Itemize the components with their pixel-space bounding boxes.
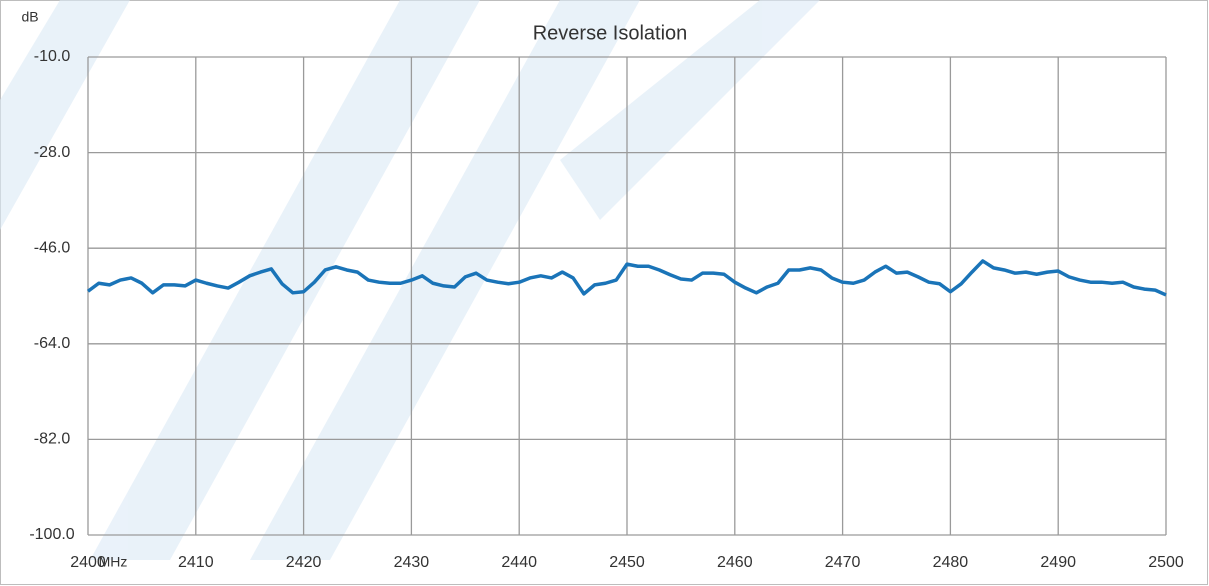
y-tick-label: -82.0 (34, 431, 71, 448)
x-tick-label: 2460 (717, 554, 753, 571)
y-tick-label: -46.0 (34, 239, 71, 256)
x-tick-label: 2470 (825, 554, 861, 571)
chart: Reverse Isolation dB MHz -100.0-82.0-64.… (0, 0, 1209, 586)
y-tick-label: -28.0 (34, 144, 71, 161)
x-tick-label: 2450 (609, 554, 645, 571)
x-tick-label: 2420 (286, 554, 322, 571)
x-tick-label: 2480 (933, 554, 969, 571)
x-tick-label: 2440 (501, 554, 537, 571)
y-tick-label: -10.0 (34, 48, 71, 65)
x-tick-label: 2410 (178, 554, 214, 571)
x-tick-label: 2500 (1148, 554, 1184, 571)
x-tick-label: 2490 (1040, 554, 1076, 571)
y-axis-label: dB (21, 9, 38, 25)
x-tick-label: 2430 (394, 554, 430, 571)
y-tick-label: -100.0 (29, 526, 74, 543)
y-tick-label: -64.0 (34, 335, 71, 352)
x-tick-label: 2400 (70, 554, 106, 571)
chart-title: Reverse Isolation (533, 22, 688, 44)
